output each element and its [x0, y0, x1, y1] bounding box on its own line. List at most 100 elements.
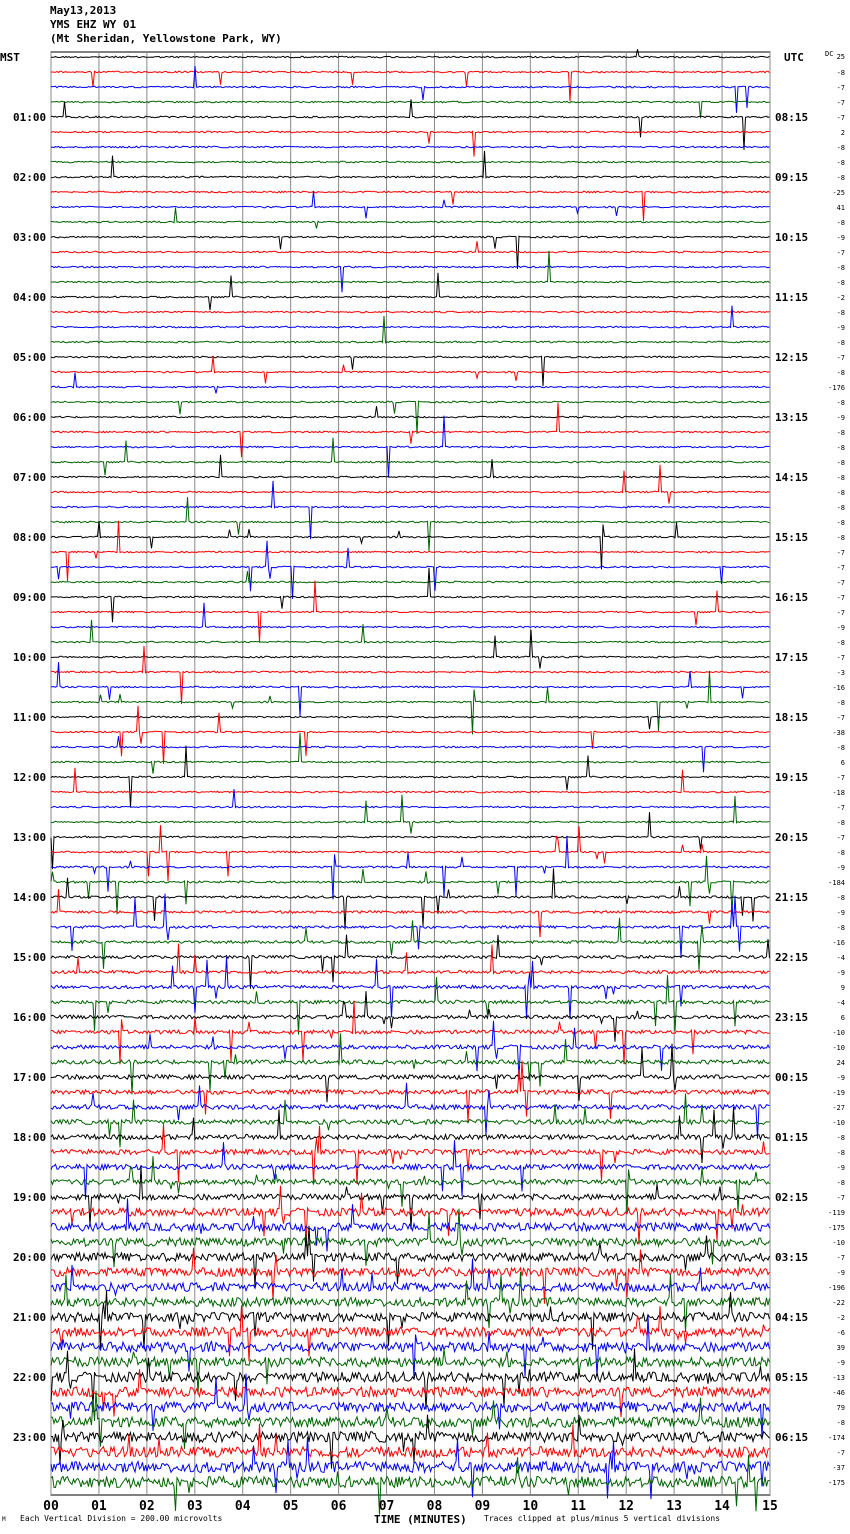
- dc-offset-value: -7: [837, 774, 845, 782]
- trace-line: [50, 580, 770, 643]
- trace-line: [50, 1093, 770, 1148]
- trace-line: [51, 732, 770, 774]
- mst-hour-label: 10:00: [13, 651, 46, 664]
- dc-offset-value: -8: [837, 504, 845, 512]
- x-tick-label: 13: [666, 1499, 682, 1514]
- dc-offset-value: -9: [837, 864, 845, 872]
- utc-hour-label: 13:15: [775, 411, 808, 424]
- dc-offset-value: -8: [837, 894, 845, 902]
- dc-offset-value: 79: [837, 1404, 845, 1412]
- trace-line: [50, 1043, 770, 1103]
- dc-offset-value: -10: [832, 1239, 845, 1247]
- utc-zone-label: UTC: [784, 51, 804, 64]
- trace-line: [50, 1373, 770, 1438]
- trace-line: [50, 305, 770, 329]
- trace-line: [50, 454, 770, 479]
- dc-offset-value: -16: [832, 939, 845, 947]
- trace-line: [50, 1060, 770, 1123]
- trace-line: [50, 1271, 770, 1333]
- mst-hour-label: 18:00: [13, 1131, 46, 1144]
- trace-line: [50, 1455, 770, 1515]
- corner-mark: M: [2, 1516, 6, 1523]
- trace-line: [50, 272, 770, 311]
- dc-offset-value: -184: [828, 879, 845, 887]
- mst-hour-label: 20:00: [13, 1251, 46, 1264]
- trace-line: [50, 991, 770, 1042]
- dc-offset-value: -25: [832, 189, 845, 197]
- dc-offset-value: -8: [837, 744, 845, 752]
- dc-offset-value: 39: [837, 1344, 845, 1352]
- x-tick-label: 05: [283, 1499, 299, 1514]
- dc-offset-value: -7: [837, 99, 845, 107]
- dc-offset-value: -8: [837, 819, 845, 827]
- dc-offset-value: -8: [837, 459, 845, 467]
- mst-hour-label: 09:00: [13, 591, 46, 604]
- trace-line: [50, 1033, 770, 1095]
- dc-offset-value: -7: [837, 1254, 845, 1262]
- mst-hour-label: 21:00: [13, 1311, 46, 1324]
- utc-hour-label: 03:15: [775, 1251, 808, 1264]
- mst-hour-label: 08:00: [13, 531, 46, 544]
- dc-offset-value: -8: [837, 849, 845, 857]
- dc-offset-value: -8: [837, 489, 845, 497]
- trace-line: [50, 917, 770, 970]
- x-tick-label: 01: [91, 1499, 107, 1514]
- trace-line: [50, 705, 770, 765]
- trace-line: [50, 1185, 770, 1245]
- dc-offset-value: -7: [837, 564, 845, 572]
- trace-line: [50, 400, 770, 435]
- trace-line: [50, 855, 770, 915]
- trace-line: [50, 130, 770, 157]
- dc-offset-value: -10: [832, 1119, 845, 1127]
- mst-hour-label: 11:00: [13, 711, 46, 724]
- mst-hour-label: 06:00: [13, 411, 46, 424]
- dc-offset-value: -8: [837, 219, 845, 227]
- trace-line: [50, 1315, 770, 1380]
- dc-offset-value: -174: [828, 1434, 845, 1442]
- trace-line: [50, 1000, 770, 1065]
- dc-offset-value: -8: [837, 69, 845, 77]
- dc-offset-value: -9: [837, 234, 845, 242]
- trace-line: [50, 1423, 770, 1459]
- trace-line: [50, 602, 770, 629]
- trace-line: [50, 736, 770, 773]
- trace-line: [50, 1225, 770, 1288]
- trace-line: [50, 310, 770, 314]
- dc-offset-value: -9: [837, 1359, 845, 1367]
- trace-line: [50, 825, 770, 882]
- dc-offset-value: -7: [837, 714, 845, 722]
- trace-line: [50, 868, 770, 930]
- dc-offset-value: -7: [837, 1194, 845, 1202]
- dc-offset-value: -8: [837, 519, 845, 527]
- dc-offset-value: -7: [837, 354, 845, 362]
- trace-line: [50, 1414, 770, 1469]
- trace-line: [50, 889, 770, 938]
- x-tick-label: 12: [618, 1499, 634, 1514]
- dc-offset-value: -6: [837, 1329, 845, 1337]
- x-tick-label: 00: [43, 1499, 59, 1514]
- x-tick-label: 10: [523, 1499, 539, 1514]
- trace-line: [50, 1198, 770, 1252]
- x-tick-label: 07: [379, 1499, 395, 1514]
- dc-offset-value: -8: [837, 534, 845, 542]
- trace-line: [51, 49, 770, 59]
- trace-line: [50, 406, 770, 419]
- utc-hour-label: 01:15: [775, 1131, 808, 1144]
- dc-offset-value: -119: [828, 1209, 845, 1217]
- trace-line: [50, 662, 770, 717]
- dc-offset-value: -3: [837, 669, 845, 677]
- station-label: YMS EHZ WY 01: [50, 18, 137, 31]
- trace-line: [50, 1156, 770, 1215]
- utc-hour-label: 22:15: [775, 951, 808, 964]
- trace-line: [50, 934, 770, 989]
- trace-line: [50, 794, 770, 834]
- trace-line: [50, 1258, 770, 1298]
- mst-hour-label: 12:00: [13, 771, 46, 784]
- dc-offset-value: -7: [837, 654, 845, 662]
- dc-offset-value: -196: [828, 1284, 845, 1292]
- dc-offset-value: -7: [837, 549, 845, 557]
- utc-hour-label: 23:15: [775, 1011, 808, 1024]
- dc-offset-value: -8: [837, 339, 845, 347]
- dc-offset-value: -9: [837, 414, 845, 422]
- trace-line: [50, 190, 770, 219]
